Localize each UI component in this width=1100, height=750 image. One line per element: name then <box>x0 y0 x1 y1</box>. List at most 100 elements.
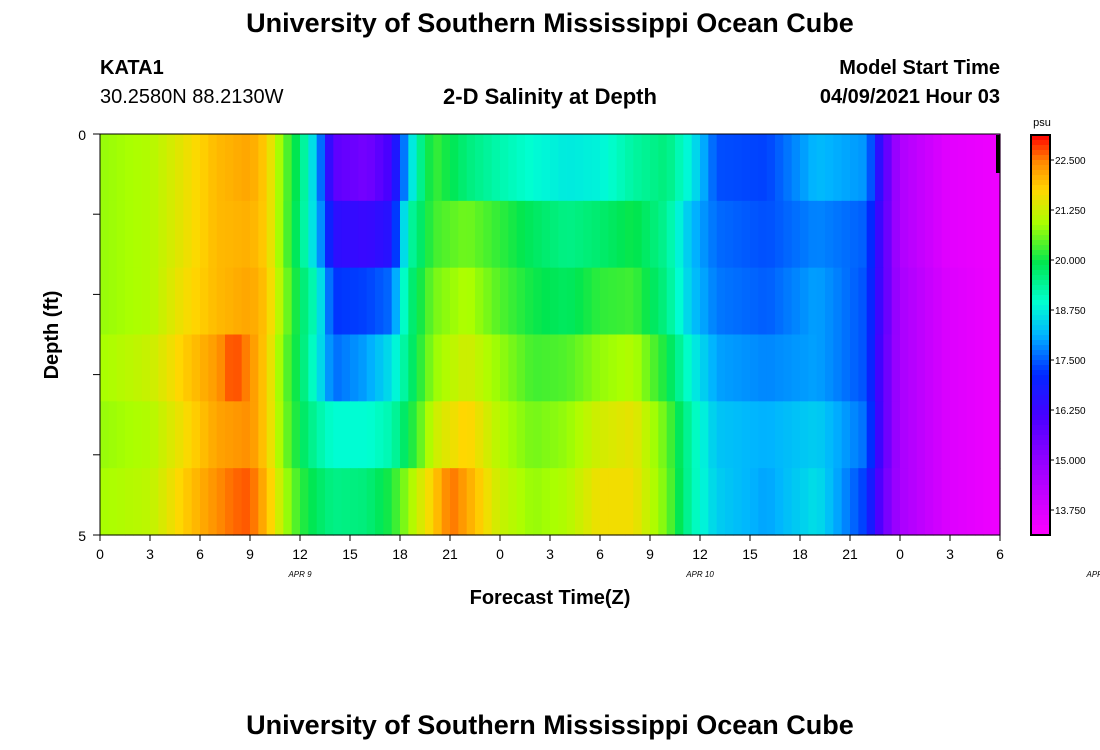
x-tick-label: 6 <box>196 546 204 562</box>
heatmap-cell <box>358 334 368 402</box>
heatmap-cell <box>416 267 426 336</box>
heatmap-cell <box>583 267 593 336</box>
heatmap-cell <box>291 401 301 469</box>
colorbar-segment <box>1031 260 1050 266</box>
heatmap-cell <box>825 468 834 536</box>
heatmap-cell <box>791 334 801 402</box>
heatmap-cell <box>950 267 959 336</box>
heatmap-cell <box>425 334 434 402</box>
x-tick-label: 0 <box>496 546 504 562</box>
heatmap-cell <box>466 134 476 202</box>
heatmap-cell <box>533 200 543 269</box>
heatmap-cell <box>333 334 343 402</box>
heatmap-cell <box>308 134 318 202</box>
colorbar-frame <box>1030 134 1051 536</box>
heatmap-cell <box>791 134 801 202</box>
heatmap-cell <box>833 267 843 336</box>
y-tick-label: 5 <box>78 528 86 544</box>
colorbar-segment <box>1031 500 1050 506</box>
heatmap-cell <box>141 200 151 269</box>
heatmap-cell <box>400 134 409 202</box>
heatmap-cell <box>500 468 509 536</box>
heatmap-cell <box>308 267 318 336</box>
heatmap-cell <box>366 200 376 269</box>
heatmap-cell <box>183 334 193 402</box>
heatmap-cell <box>283 134 293 202</box>
heatmap-cell <box>816 334 826 402</box>
heatmap-cell <box>716 468 726 536</box>
colorbar-tick-label: 15.000 <box>1055 456 1086 467</box>
colorbar-segment <box>1031 165 1050 171</box>
heatmap-cell <box>750 200 759 269</box>
heatmap-cell <box>416 468 426 536</box>
heatmap-cell <box>108 200 118 269</box>
heatmap-cell <box>791 267 801 336</box>
heatmap-cell <box>658 468 668 536</box>
heatmap-cell <box>483 334 493 402</box>
heatmap-cell <box>433 401 443 469</box>
heatmap-cell <box>816 200 826 269</box>
footer-title: University of Southern Mississippi Ocean… <box>246 710 854 740</box>
heatmap-cell <box>766 334 776 402</box>
heatmap-cell <box>708 401 718 469</box>
colorbar-segment <box>1031 425 1050 431</box>
heatmap-cell <box>725 334 734 402</box>
heatmap-cell <box>725 134 734 202</box>
heatmap-cell <box>525 468 534 536</box>
colorbar-segment <box>1031 370 1050 376</box>
heatmap-cell <box>375 401 384 469</box>
heatmap-cell <box>975 134 984 202</box>
heatmap-cell <box>408 267 418 336</box>
x-tick-label: 12 <box>692 546 708 562</box>
heatmap-cell <box>291 267 301 336</box>
heatmap-cell <box>391 401 401 469</box>
heatmap-cell <box>500 401 509 469</box>
heatmap-cell <box>108 401 118 469</box>
heatmap-cell <box>808 334 818 402</box>
heatmap-cell <box>333 134 343 202</box>
date-label: APR 9 <box>287 570 312 579</box>
heatmap-cell <box>175 134 184 202</box>
heatmap-cell <box>533 267 543 336</box>
colorbar-segment <box>1031 300 1050 306</box>
heatmap-cell <box>866 200 876 269</box>
heatmap-cell <box>716 134 726 202</box>
heatmap-cell <box>841 267 851 336</box>
heatmap-cell <box>525 401 534 469</box>
x-axis: 0 3 6 9 12 15 18 21 0 3 6 9 12 15 18 21 0 3 6 <box>96 535 1004 562</box>
x-tick-label: 3 <box>546 546 554 562</box>
heatmap-cell <box>908 267 918 336</box>
heatmap-cell <box>891 134 901 202</box>
heatmap-cell <box>150 134 159 202</box>
heatmap-cell <box>666 267 676 336</box>
heatmap-cell <box>708 134 718 202</box>
heatmap-cell <box>233 334 243 402</box>
heatmap-cell <box>500 267 509 336</box>
heatmap-cell <box>650 334 659 402</box>
heatmap-cell <box>916 267 926 336</box>
heatmap-cell <box>958 334 968 402</box>
heatmap-cell <box>483 468 493 536</box>
colorbar-segment <box>1031 210 1050 216</box>
heatmap-cell <box>266 200 276 269</box>
heatmap-cell <box>700 334 709 402</box>
heatmap-cell <box>558 468 568 536</box>
heatmap-cell <box>208 468 218 536</box>
heatmap-cell <box>650 134 659 202</box>
heatmap-cell <box>275 334 284 402</box>
heatmap-cell <box>241 267 251 336</box>
heatmap-cell <box>566 468 576 536</box>
heatmap-cell <box>100 134 109 202</box>
heatmap-cell <box>325 200 334 269</box>
heatmap-cell <box>358 134 368 202</box>
colorbar-segment <box>1031 355 1050 361</box>
heatmap-cell <box>225 267 234 336</box>
heatmap-cell <box>858 134 868 202</box>
heatmap-cell <box>925 134 934 202</box>
heatmap-cell <box>683 401 693 469</box>
colorbar-segment <box>1031 205 1050 211</box>
heatmap-cell <box>225 200 234 269</box>
heatmap-cell <box>250 200 259 269</box>
heatmap-cell <box>991 468 1001 536</box>
heatmap-cell <box>975 267 984 336</box>
